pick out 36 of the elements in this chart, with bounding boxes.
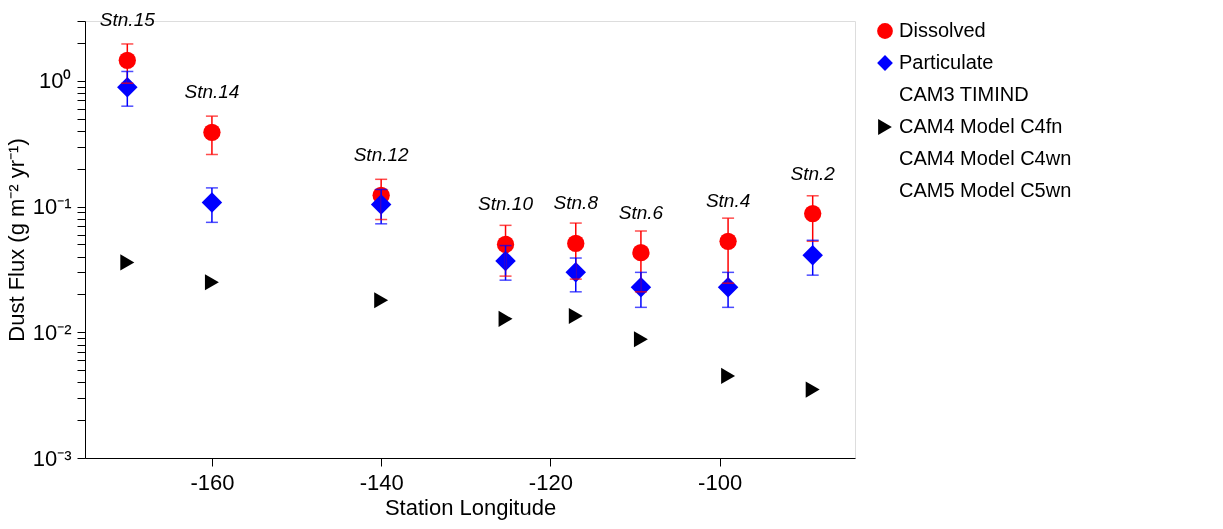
- point: [721, 367, 736, 384]
- legend-label: CAM4 Model C4fn: [899, 115, 1063, 137]
- point: [204, 274, 219, 291]
- annotation: Stn.8: [553, 192, 599, 214]
- annotation: Stn.14: [184, 81, 240, 103]
- y-tick-label: 10⁰: [39, 68, 72, 94]
- annotation: Stn.2: [790, 162, 836, 184]
- text: CAM3 TIMIND: [899, 83, 1029, 105]
- x-tick-label: -120: [528, 469, 573, 495]
- annotation: Stn.6: [618, 201, 664, 223]
- x-tick-label: -160: [190, 469, 235, 495]
- point: [496, 235, 515, 254]
- annotation: Stn.4: [705, 190, 751, 212]
- annotation: Stn.10: [478, 193, 534, 215]
- point: [568, 307, 583, 324]
- legend-label: Particulate: [899, 51, 994, 73]
- x-tick-label: -100: [698, 469, 743, 495]
- text: CAM4 Model C4wn: [899, 147, 1072, 169]
- annotation: Stn.15: [99, 9, 156, 31]
- y-tick-label: 10⁻²: [32, 319, 72, 345]
- x-tick-label: -140: [359, 469, 404, 495]
- point: [804, 204, 822, 223]
- annotation: Stn.12: [353, 144, 410, 166]
- point: [120, 254, 135, 271]
- y-axis-title: Dust Flux (g m⁻² yr⁻¹): [3, 138, 29, 342]
- x-axis-title: Station Longitude: [384, 494, 557, 520]
- point: [374, 292, 389, 309]
- legend-label: Dissolved: [899, 19, 986, 41]
- point: [118, 51, 136, 69]
- point: [802, 245, 823, 266]
- point: [805, 381, 820, 398]
- y-tick-label: 10⁻³: [32, 445, 72, 471]
- point: [498, 310, 513, 327]
- y-tick-label: 10⁻¹: [32, 194, 72, 220]
- point: [633, 331, 648, 348]
- text: CAM5 Model C5wn: [899, 179, 1072, 201]
